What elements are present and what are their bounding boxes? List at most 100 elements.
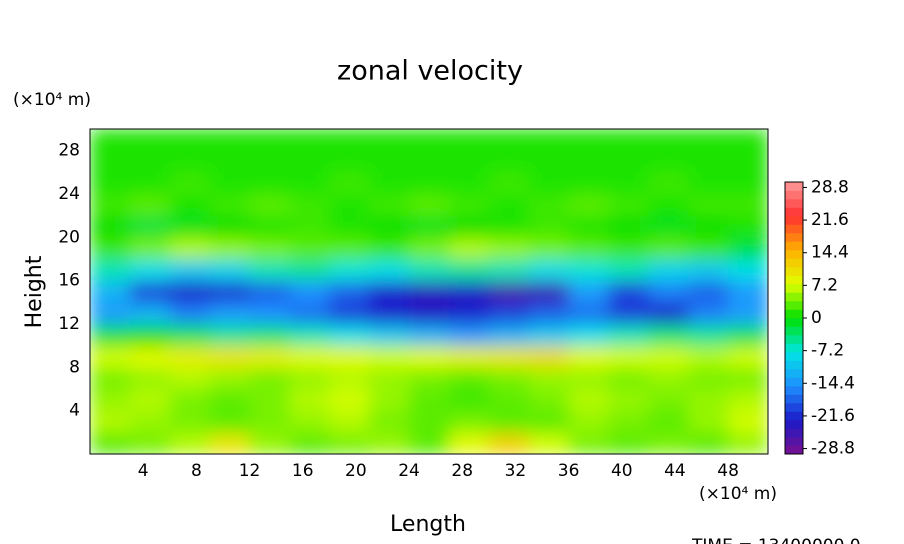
cell <box>528 259 570 282</box>
cell <box>129 172 171 195</box>
cell <box>568 215 609 238</box>
cell <box>648 432 689 454</box>
colorbar-tick-label: 28.8 <box>811 177 849 197</box>
cell <box>488 367 530 390</box>
cell <box>329 129 370 152</box>
cell <box>369 410 410 433</box>
cell <box>169 150 211 173</box>
cell <box>169 367 211 390</box>
cell <box>608 259 649 282</box>
colorbar-band <box>785 411 803 421</box>
x-tick-label: 40 <box>611 461 633 481</box>
cell <box>129 302 171 325</box>
cell <box>129 410 171 433</box>
cell <box>409 345 450 368</box>
colorbar-band <box>785 292 803 302</box>
cell <box>90 367 131 390</box>
x-tick-label: 4 <box>138 461 149 481</box>
colorbar-band <box>785 360 803 370</box>
cell <box>448 367 490 390</box>
cell <box>608 410 649 433</box>
cell <box>169 194 211 217</box>
cell <box>688 410 729 433</box>
cell <box>249 259 290 282</box>
cell <box>488 150 530 173</box>
cell <box>648 259 689 282</box>
cell <box>728 129 768 152</box>
cell <box>409 172 450 195</box>
cell <box>568 410 609 433</box>
cell <box>249 129 290 152</box>
x-tick-label: 44 <box>664 461 686 481</box>
colorbar-band <box>785 258 803 268</box>
colorbar-band <box>785 224 803 234</box>
colorbar-tick-label: 0 <box>811 308 822 328</box>
cell <box>648 345 689 368</box>
colorbar-band <box>785 318 803 327</box>
cell <box>369 432 410 454</box>
chart-title: zonal velocity <box>337 56 523 87</box>
cell <box>448 302 490 325</box>
cell <box>568 150 609 173</box>
cell <box>488 280 530 303</box>
colorbar-tick-label: 14.4 <box>811 243 849 263</box>
cell <box>728 172 768 195</box>
colorbar-band <box>785 335 803 344</box>
cell <box>448 150 490 173</box>
cell <box>129 237 171 260</box>
cell <box>528 150 570 173</box>
colorbar-band <box>785 233 803 242</box>
cell <box>448 280 490 303</box>
cell <box>608 237 649 260</box>
x-tick-label: 32 <box>505 461 527 481</box>
cell <box>728 410 768 433</box>
x-tick-label: 20 <box>345 461 367 481</box>
cell <box>369 194 410 217</box>
cell <box>568 302 609 325</box>
y-tick-label: 12 <box>58 314 80 334</box>
cell <box>329 237 370 260</box>
cell <box>329 432 370 454</box>
cell <box>90 432 131 454</box>
cell <box>688 432 729 454</box>
y-tick-label: 24 <box>58 184 80 204</box>
cell <box>488 237 530 260</box>
cell <box>129 280 171 303</box>
cell <box>369 172 410 195</box>
cell <box>209 172 251 195</box>
cell <box>129 150 171 173</box>
cell <box>289 367 330 390</box>
cell <box>608 194 649 217</box>
colorbar-band <box>785 207 803 217</box>
cell <box>528 215 570 238</box>
cell <box>688 237 729 260</box>
cell <box>488 410 530 433</box>
cell <box>409 389 450 412</box>
cell <box>329 302 370 325</box>
cell <box>169 129 211 152</box>
cell <box>409 367 450 390</box>
cell <box>409 432 450 454</box>
cell <box>249 432 290 454</box>
colorbar-band <box>785 437 803 446</box>
cell <box>728 280 768 303</box>
plot-frame <box>89 128 769 455</box>
cell <box>90 302 131 325</box>
cell <box>488 345 530 368</box>
cell <box>129 215 171 238</box>
cell <box>409 259 450 282</box>
cell <box>209 237 251 260</box>
cell <box>169 280 211 303</box>
x-tick-label: 16 <box>292 461 314 481</box>
cell <box>728 367 768 390</box>
x-tick-label: 8 <box>191 461 202 481</box>
cell <box>329 410 370 433</box>
cell <box>448 194 490 217</box>
cell <box>329 367 370 390</box>
colorbar-band <box>785 250 803 259</box>
cell <box>289 259 330 282</box>
cell <box>448 389 490 412</box>
cell <box>488 302 530 325</box>
cell <box>209 215 251 238</box>
